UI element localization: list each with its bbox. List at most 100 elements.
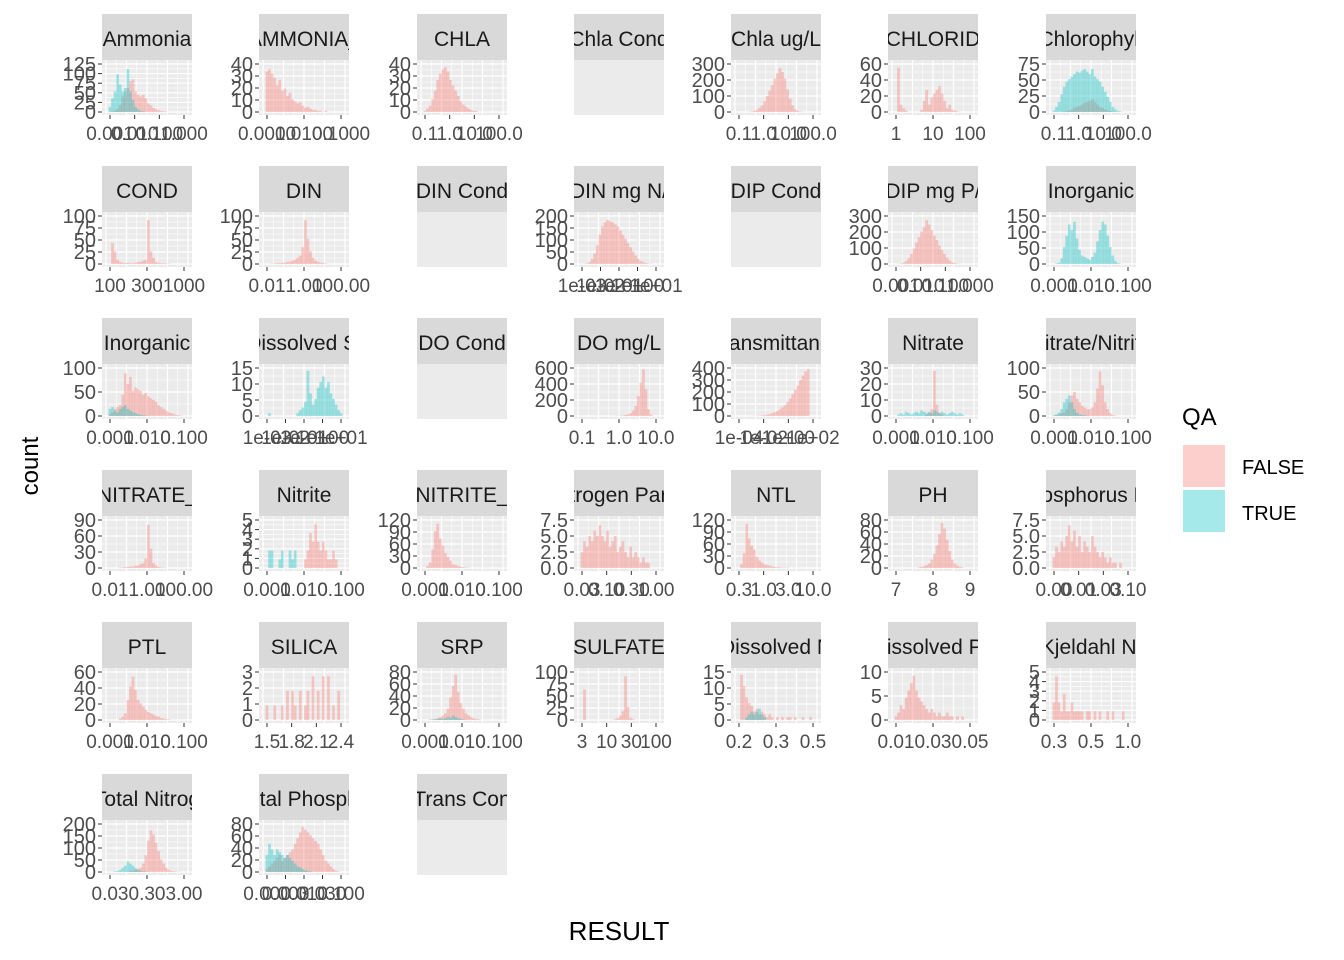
histogram-bar-false bbox=[126, 384, 130, 416]
histogram-bar-false bbox=[899, 104, 903, 112]
histogram-bar-false bbox=[1067, 402, 1071, 416]
histogram-bar-false bbox=[134, 91, 137, 112]
histogram-bar-false bbox=[265, 869, 269, 872]
histogram-bar-true bbox=[296, 866, 300, 872]
histogram-bar-false bbox=[431, 549, 435, 568]
histogram-bar-false bbox=[948, 260, 952, 264]
x-tick-label: 9 bbox=[965, 580, 976, 601]
y-tick-label: 2 bbox=[242, 539, 253, 561]
histogram-bar-false bbox=[943, 100, 947, 112]
histogram-bar-false bbox=[306, 832, 310, 872]
histogram-bar-false bbox=[1075, 546, 1079, 568]
histogram-bar-false bbox=[149, 713, 153, 720]
histogram-bar-false bbox=[613, 536, 617, 568]
y-tick-label: 60 bbox=[231, 826, 253, 848]
histogram-bar-true bbox=[309, 393, 312, 416]
histogram-bar-false bbox=[464, 713, 468, 720]
histogram-bar-false bbox=[902, 108, 906, 112]
histogram-bar-false bbox=[768, 714, 772, 720]
histogram-bar-true bbox=[304, 870, 307, 872]
facet-strip-label: DIN bbox=[286, 180, 322, 203]
histogram-bar-true bbox=[134, 867, 137, 872]
histogram-bar-false bbox=[441, 545, 445, 568]
x-tick-label: 0.010 bbox=[909, 428, 957, 449]
x-tick-label: 1.00 bbox=[638, 580, 675, 601]
histogram-bar-false bbox=[472, 718, 476, 720]
histogram-bar-false bbox=[631, 410, 635, 416]
histogram-bar-false bbox=[912, 675, 916, 720]
x-tick-label: 0.0100 bbox=[275, 124, 333, 145]
histogram-bar-false bbox=[1065, 711, 1069, 720]
histogram-bar-false bbox=[449, 80, 452, 112]
histogram-bar-false bbox=[758, 108, 761, 112]
legend-key-true bbox=[1181, 488, 1227, 534]
histogram-bar-false bbox=[164, 867, 168, 872]
histogram-bar-true bbox=[1119, 111, 1122, 112]
x-tick-label: 0.1 bbox=[1041, 124, 1067, 145]
facet-strip-label: SILICA bbox=[271, 636, 338, 659]
histogram-bar-true bbox=[298, 410, 302, 416]
histogram-bar-false bbox=[644, 263, 648, 264]
y-tick-label: 0 bbox=[242, 558, 253, 580]
histogram-bar-true bbox=[1101, 221, 1105, 264]
histogram-bar-false bbox=[786, 401, 790, 416]
x-tick-label: 1e-01 bbox=[280, 428, 329, 449]
histogram-bar-false bbox=[423, 110, 427, 112]
y-tick-label: 20 bbox=[860, 374, 882, 396]
histogram-bar-false bbox=[626, 706, 630, 720]
histogram-bar-true bbox=[451, 715, 455, 720]
histogram-bar-false bbox=[131, 870, 135, 872]
facet-panel: DIN Cond bbox=[417, 166, 507, 267]
histogram-bar-false bbox=[293, 843, 297, 872]
histogram-bar-false bbox=[275, 857, 279, 872]
histogram-bar-true bbox=[280, 855, 284, 872]
y-tick-label: 40 bbox=[389, 686, 411, 708]
histogram-bar-false bbox=[301, 247, 305, 264]
histogram-bar-false bbox=[943, 528, 947, 568]
histogram-bar-false bbox=[164, 410, 168, 416]
histogram-bar-false bbox=[1067, 711, 1071, 720]
histogram-bar-false bbox=[144, 98, 148, 112]
histogram-bar-false bbox=[1106, 409, 1110, 416]
x-tick-label: 1.0 bbox=[750, 580, 776, 601]
histogram-bar-false bbox=[316, 261, 320, 264]
histogram-bar-false bbox=[948, 551, 952, 568]
histogram-bar-true bbox=[129, 410, 132, 416]
histogram-bar-true bbox=[956, 414, 959, 416]
histogram-bar-true bbox=[116, 870, 120, 872]
y-tick-label: 0 bbox=[714, 558, 725, 580]
histogram-bar-false bbox=[1080, 405, 1084, 416]
x-tick-label: 0.3 bbox=[1041, 732, 1067, 753]
histogram-bar-false bbox=[278, 855, 282, 872]
histogram-bar-true bbox=[113, 91, 117, 112]
histogram-bar-false bbox=[763, 101, 766, 112]
histogram-bar-true bbox=[268, 843, 271, 872]
facet-strip bbox=[731, 14, 821, 60]
x-tick-label: 0.100 bbox=[317, 580, 365, 601]
histogram-bar-false bbox=[786, 89, 790, 112]
histogram-bar-false bbox=[441, 69, 445, 112]
y-tick-label: 2.5 bbox=[540, 542, 568, 564]
y-tick-label: 25 bbox=[74, 242, 96, 264]
x-tick-label: 3 bbox=[577, 732, 588, 753]
histogram-bar-false bbox=[930, 408, 934, 416]
histogram-bar-false bbox=[131, 79, 135, 112]
histogram-bar-false bbox=[329, 559, 333, 568]
histogram-bar-true bbox=[1057, 412, 1061, 416]
histogram-bar-false bbox=[1085, 546, 1089, 568]
histogram-bar-false bbox=[157, 716, 161, 720]
histogram-bar-false bbox=[624, 676, 627, 720]
histogram-bar-true bbox=[1052, 110, 1056, 112]
histogram-bar-true bbox=[1098, 81, 1102, 112]
histogram-bar-false bbox=[763, 564, 766, 568]
histogram-bar-false bbox=[314, 524, 318, 568]
histogram-bar-false bbox=[595, 536, 599, 568]
y-tick-label: 20 bbox=[231, 78, 253, 100]
facet-strip bbox=[574, 622, 664, 668]
histogram-bar-false bbox=[763, 415, 766, 416]
histogram-bar-false bbox=[311, 109, 315, 112]
facet-strip bbox=[1046, 166, 1136, 212]
